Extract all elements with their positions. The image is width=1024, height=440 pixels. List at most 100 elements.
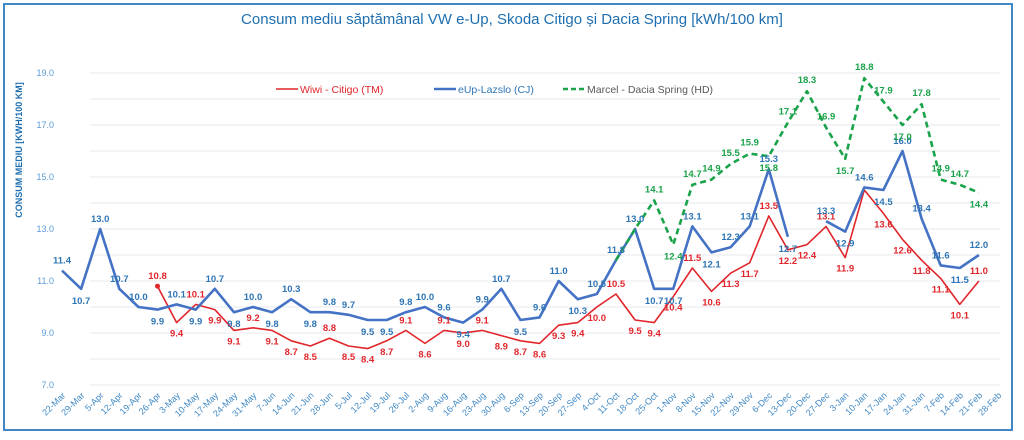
data-label: 10.0 bbox=[416, 292, 435, 303]
data-label: 9.4 bbox=[571, 329, 585, 340]
data-label: 15.8 bbox=[760, 163, 779, 174]
data-label: 9.7 bbox=[342, 300, 355, 311]
data-label: 9.5 bbox=[361, 327, 375, 338]
y-tick-label: 15.0 bbox=[36, 172, 54, 182]
data-label: 9.6 bbox=[437, 302, 450, 313]
data-label: 12.7 bbox=[779, 244, 798, 255]
series-lines bbox=[61, 76, 980, 350]
data-label: 9.4 bbox=[170, 329, 184, 340]
data-label: 12.1 bbox=[702, 259, 721, 270]
data-label: 12.9 bbox=[836, 239, 855, 250]
data-label: 11.0 bbox=[970, 266, 988, 277]
data-label: 11.5 bbox=[951, 275, 970, 286]
data-label: 9.9 bbox=[476, 295, 489, 306]
data-label: 10.7 bbox=[492, 274, 511, 285]
y-tick-label: 7.0 bbox=[41, 380, 54, 390]
y-tick-label: 9.0 bbox=[41, 328, 54, 338]
data-label: 14.1 bbox=[645, 184, 664, 195]
data-label: 9.1 bbox=[476, 315, 490, 326]
data-label: 10.7 bbox=[206, 274, 225, 285]
data-label: 10.0 bbox=[129, 292, 148, 303]
data-label: 14.7 bbox=[683, 169, 702, 180]
data-label: 13.1 bbox=[683, 211, 702, 222]
data-label: 12.4 bbox=[798, 251, 817, 262]
data-label: 11.6 bbox=[932, 250, 950, 261]
x-tick-label: 1-Nov bbox=[655, 390, 679, 414]
data-label: 11.4 bbox=[53, 256, 72, 267]
data-label: 9.8 bbox=[304, 319, 317, 330]
chart-title: Consum mediu săptămânal VW e-Up, Skoda C… bbox=[241, 11, 783, 28]
y-tick-label: 19.0 bbox=[36, 68, 54, 78]
data-label: 9.6 bbox=[533, 302, 546, 313]
data-label: 8.7 bbox=[285, 347, 298, 358]
data-label: 10.4 bbox=[664, 303, 683, 314]
x-tick-label: 19-Jul bbox=[368, 390, 392, 414]
data-label: 9.4 bbox=[457, 330, 471, 341]
data-label: 10.1 bbox=[167, 289, 186, 300]
data-label: 11.3 bbox=[722, 279, 740, 290]
data-label: 15.5 bbox=[721, 148, 740, 159]
data-label: 13.0 bbox=[626, 214, 645, 225]
data-label: 15.9 bbox=[740, 138, 759, 149]
data-label: 10.6 bbox=[702, 297, 721, 308]
data-label: 9.3 bbox=[552, 331, 565, 342]
data-label: 11.7 bbox=[741, 269, 759, 280]
data-label: 10.1 bbox=[186, 289, 205, 300]
data-label: 17.9 bbox=[874, 86, 893, 97]
data-label: 11.5 bbox=[683, 253, 702, 264]
y-tick-label: 13.0 bbox=[36, 224, 54, 234]
data-label: 17.0 bbox=[893, 132, 912, 143]
series-line-0 bbox=[156, 189, 980, 350]
x-tick-label: 2-Aug bbox=[406, 390, 430, 414]
x-axis-ticks: 22-Mar29-Mar5-Apr12-Apr19-Apr26-Apr3-May… bbox=[40, 390, 1003, 419]
data-label: 9.5 bbox=[380, 327, 394, 338]
data-label: 13.4 bbox=[912, 204, 931, 215]
data-label: 13.3 bbox=[817, 206, 836, 217]
data-label: 8.6 bbox=[533, 349, 546, 360]
data-label: 10.0 bbox=[244, 292, 263, 303]
data-label: 10.0 bbox=[588, 313, 607, 324]
data-label: 9.1 bbox=[227, 336, 241, 347]
data-label: 9.0 bbox=[457, 339, 470, 350]
series-line-2 bbox=[614, 76, 980, 261]
data-label: 9.8 bbox=[323, 297, 336, 308]
data-label: 8.7 bbox=[380, 347, 393, 358]
data-label: 14.7 bbox=[951, 169, 970, 180]
data-label: 8.5 bbox=[342, 352, 356, 363]
data-label: 11.0 bbox=[550, 266, 568, 277]
gridlines bbox=[90, 72, 1000, 386]
x-tick-label: 26-Jul bbox=[387, 390, 411, 414]
data-label: 12.4 bbox=[664, 252, 683, 263]
data-label: 14.9 bbox=[702, 164, 721, 175]
data-label: 9.9 bbox=[151, 317, 164, 328]
data-label: 16.0 bbox=[893, 136, 912, 147]
data-label: 8.5 bbox=[304, 352, 318, 363]
data-label: 10.5 bbox=[607, 279, 626, 290]
y-axis-title: CONSUM MEDIU [KWH/100 KM] bbox=[14, 82, 24, 218]
data-label: 12.0 bbox=[970, 240, 989, 251]
data-label: 10.7 bbox=[110, 274, 129, 285]
data-label: 11.1 bbox=[932, 284, 951, 295]
data-label: 13.0 bbox=[91, 214, 110, 225]
data-label: 13.1 bbox=[740, 211, 759, 222]
data-label: 12.2 bbox=[779, 256, 798, 267]
data-label: 9.5 bbox=[628, 326, 642, 337]
data-label: 9.1 bbox=[266, 336, 280, 347]
legend-label-2: Marcel - Dacia Spring (HD) bbox=[587, 84, 713, 96]
data-label: 10.3 bbox=[569, 306, 588, 317]
data-labels: 10.8 9.4 10.1 9.9 9.1 9.2 9.1 8.7 8.5 8.8 8.5 8.4 8.… bbox=[53, 62, 989, 365]
data-label: 18.3 bbox=[798, 75, 817, 86]
data-label: 18.8 bbox=[855, 62, 874, 73]
series-line-1 bbox=[825, 149, 980, 270]
data-label: 8.9 bbox=[495, 342, 508, 353]
data-label: 9.1 bbox=[399, 315, 413, 326]
series-start-marker bbox=[155, 283, 161, 289]
data-label: 11.8 bbox=[913, 266, 931, 277]
data-label: 9.1 bbox=[437, 315, 451, 326]
data-label: 9.8 bbox=[399, 297, 412, 308]
data-label: 9.4 bbox=[648, 329, 662, 340]
data-label: 12.6 bbox=[893, 245, 912, 256]
data-label: 13.6 bbox=[874, 219, 893, 230]
data-label: 10.7 bbox=[664, 296, 683, 307]
data-label: 10.1 bbox=[951, 310, 970, 321]
